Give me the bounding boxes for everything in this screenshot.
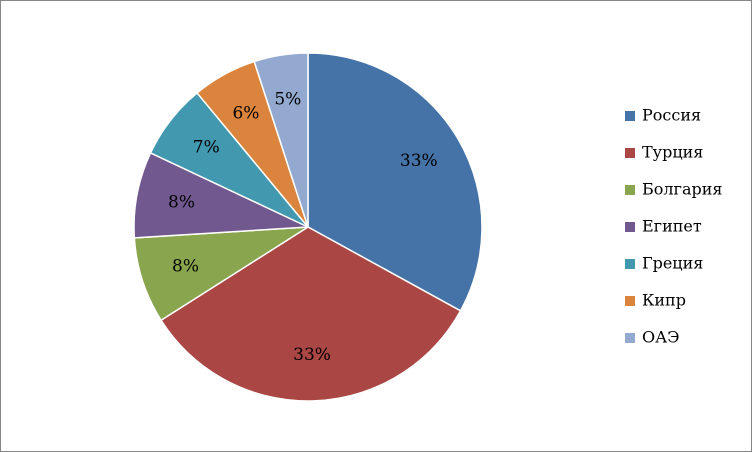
data-label: 33% [293, 345, 331, 365]
legend-label: ОАЭ [642, 328, 679, 347]
legend-marker [625, 111, 635, 121]
legend-marker [625, 259, 635, 269]
pie-slice [160, 226, 462, 402]
legend-marker [625, 296, 635, 306]
data-label: 5% [274, 89, 301, 109]
data-label: 6% [232, 104, 259, 124]
data-label: 7% [193, 138, 220, 158]
legend-label: Греция [642, 254, 703, 273]
data-label: 8% [172, 256, 199, 276]
data-label: 8% [168, 192, 195, 212]
legend-marker [625, 333, 635, 343]
legend-label: Болгария [642, 180, 722, 199]
pie-slice [307, 52, 483, 312]
legend-label: Россия [642, 106, 701, 125]
pie-slice [253, 52, 309, 228]
legend-label: Турция [642, 143, 703, 162]
legend-marker [625, 148, 635, 158]
legend-marker [625, 185, 635, 195]
data-label: 33% [400, 151, 438, 171]
legend-label: Кипр [642, 291, 686, 310]
legend-label: Египет [642, 217, 702, 236]
legend-marker [625, 222, 635, 232]
